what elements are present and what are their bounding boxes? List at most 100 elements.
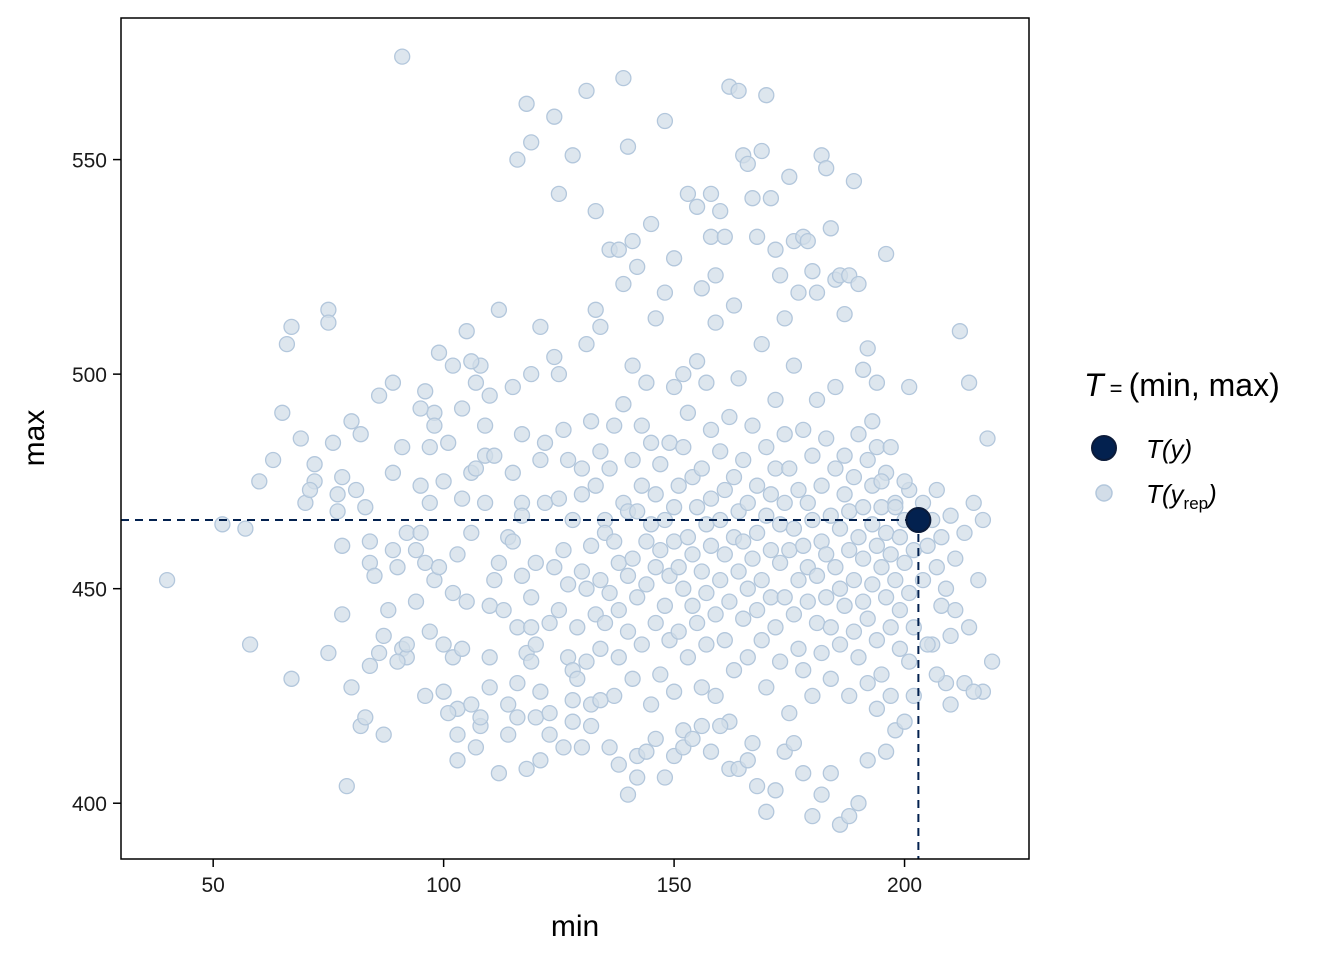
replicated-point xyxy=(730,563,747,580)
replicated-point xyxy=(504,464,521,481)
replicated-point xyxy=(421,438,438,456)
replicated-point xyxy=(744,417,761,434)
replicated-point xyxy=(472,709,489,726)
replicated-point xyxy=(421,623,438,640)
replicated-point xyxy=(822,670,839,687)
replicated-point xyxy=(877,524,895,542)
replicated-point xyxy=(449,726,466,743)
replicated-point xyxy=(642,696,660,713)
replicated-point xyxy=(592,692,609,709)
replicated-point xyxy=(776,494,793,512)
replicated-point xyxy=(619,567,637,584)
replicated-point xyxy=(675,438,692,456)
replicated-point xyxy=(306,456,323,473)
replicated-point xyxy=(550,601,568,619)
replicated-point xyxy=(845,172,863,190)
replicated-point xyxy=(421,494,438,512)
replicated-point xyxy=(983,653,1001,670)
replicated-point xyxy=(629,503,646,520)
replicated-point xyxy=(868,537,886,554)
replicated-point xyxy=(453,490,471,507)
replicated-point xyxy=(790,284,807,301)
replicated-point xyxy=(868,632,886,649)
replicated-point xyxy=(776,310,793,327)
replicated-point xyxy=(813,477,830,494)
replicated-point xyxy=(375,726,392,743)
replicated-point xyxy=(463,353,480,370)
replicated-point xyxy=(486,571,503,589)
replicated-point xyxy=(795,537,812,554)
replicated-point xyxy=(578,82,595,100)
replicated-point xyxy=(334,537,351,554)
y-tick-label: 500 xyxy=(72,364,107,387)
replicated-point xyxy=(725,662,743,679)
replicated-point xyxy=(495,601,512,619)
replicated-point xyxy=(564,692,581,709)
replicated-point xyxy=(652,541,669,559)
replicated-point xyxy=(974,511,992,529)
replicated-point xyxy=(868,438,886,456)
replicated-point xyxy=(642,434,660,451)
replicated-point xyxy=(523,653,540,670)
replicated-point xyxy=(656,284,674,301)
replicated-point xyxy=(647,730,664,748)
replicated-point xyxy=(412,400,429,417)
replicated-point xyxy=(619,138,637,155)
replicated-point xyxy=(592,571,609,589)
replicated-point xyxy=(670,559,687,576)
replicated-point xyxy=(808,284,826,301)
replicated-point xyxy=(951,323,969,340)
replicated-point xyxy=(970,571,987,589)
replicated-point xyxy=(804,807,821,825)
replicated-point xyxy=(841,541,858,559)
replicated-point xyxy=(684,730,701,748)
replicated-point xyxy=(541,704,558,722)
replicated-point xyxy=(596,614,614,632)
replicated-point xyxy=(619,786,637,803)
replicated-point xyxy=(661,434,678,451)
replicated-point xyxy=(933,529,950,546)
replicated-point xyxy=(781,460,798,477)
replicated-point xyxy=(158,571,176,589)
replicated-point xyxy=(891,640,909,657)
replicated-point xyxy=(712,571,729,589)
replicated-point xyxy=(619,623,637,640)
replicated-point xyxy=(324,434,342,451)
replicated-point xyxy=(799,494,816,512)
replicated-point xyxy=(748,777,766,795)
replicated-point xyxy=(753,335,770,353)
replicated-point xyxy=(739,155,756,173)
replicated-point xyxy=(624,550,641,567)
replicated-point xyxy=(656,112,674,130)
replicated-point xyxy=(601,460,618,477)
replicated-point xyxy=(453,400,471,417)
replicated-point xyxy=(813,786,830,803)
replicated-point xyxy=(873,473,890,490)
replicated-point xyxy=(417,687,434,705)
replicated-point xyxy=(532,451,549,469)
replicated-point xyxy=(518,760,535,778)
replicated-point xyxy=(513,567,531,584)
replicated-point xyxy=(864,413,881,430)
replicated-point xyxy=(624,232,641,250)
replicated-point xyxy=(693,460,710,477)
replicated-point xyxy=(707,314,724,331)
replicated-point xyxy=(712,202,729,220)
replicated-point xyxy=(638,374,655,391)
replicated-point xyxy=(444,584,462,602)
replicated-point xyxy=(647,614,664,632)
replicated-point xyxy=(430,344,448,361)
replicated-point xyxy=(550,185,568,203)
replicated-point xyxy=(237,520,254,537)
observed-point xyxy=(905,507,932,534)
replicated-point xyxy=(716,632,733,649)
replicated-point xyxy=(873,559,890,576)
replicated-point xyxy=(804,687,821,705)
legend-title-equals: = xyxy=(1104,376,1129,401)
replicated-point xyxy=(541,726,558,743)
replicated-point xyxy=(647,559,664,576)
replicated-point xyxy=(684,546,701,563)
replicated-point xyxy=(744,550,761,567)
replicated-point xyxy=(960,619,978,636)
